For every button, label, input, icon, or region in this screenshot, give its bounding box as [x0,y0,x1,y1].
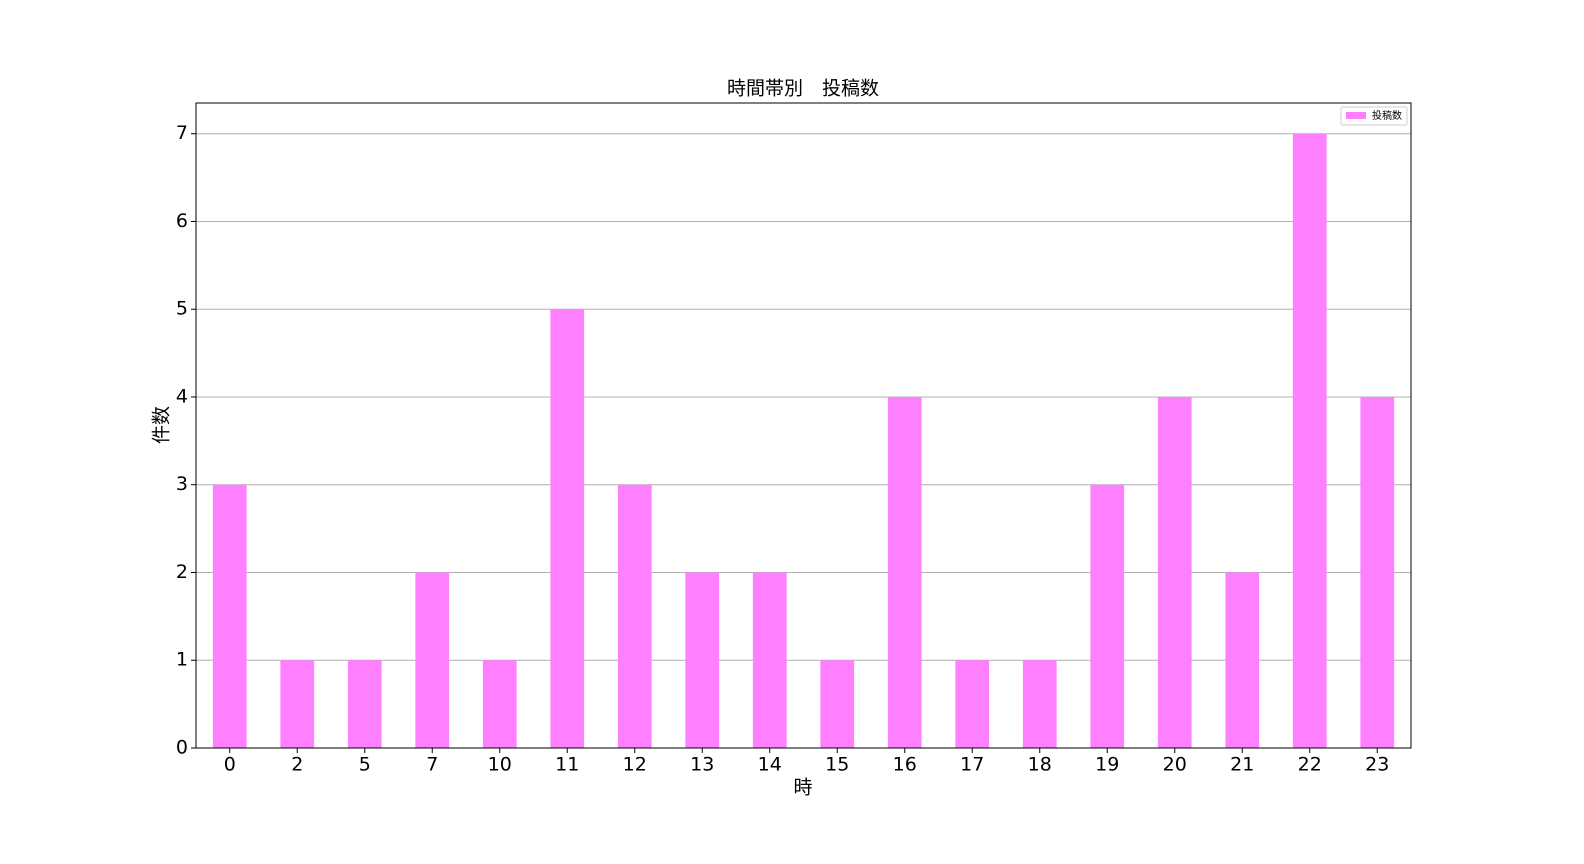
y-tick-label: 4 [176,385,188,407]
y-tick-label: 0 [176,737,188,759]
bar [1157,396,1192,748]
bar [280,660,315,748]
bar [685,572,720,748]
x-tick-label: 14 [758,754,782,776]
y-tick-label: 3 [176,473,188,495]
x-tick-label: 13 [690,754,714,776]
y-tick-label: 2 [176,561,188,583]
x-tick-label: 7 [426,754,438,776]
bar [752,572,787,748]
x-axis-label: 時 [793,777,812,799]
bar [347,660,382,748]
y-tick-label: 1 [176,649,188,671]
x-tick-label: 15 [825,754,849,776]
bar [1292,133,1327,748]
x-tick-label: 21 [1230,754,1254,776]
bar [887,396,922,748]
x-tick-label: 17 [960,754,984,776]
legend-label: 投稿数 [1372,109,1402,122]
y-tick-label: 5 [176,298,188,320]
x-tick-label: 0 [224,754,236,776]
bar [482,660,517,748]
x-tick-label: 22 [1298,754,1322,776]
x-tick-label: 23 [1365,754,1389,776]
y-tick-label: 7 [176,122,188,144]
bar [1360,396,1395,748]
bar [550,309,585,748]
x-tick-label: 2 [291,754,303,776]
axes-frame [195,102,1412,749]
x-tick-label: 19 [1095,754,1119,776]
bar [1225,572,1260,748]
bar [415,572,450,748]
x-tick-label: 5 [359,754,371,776]
bar [955,660,990,748]
bar [820,660,855,748]
bar [1090,484,1125,748]
x-tick-label: 20 [1163,754,1187,776]
y-axis-label: 件数 [151,406,173,444]
y-tick-label: 6 [176,210,188,232]
bar [617,484,652,748]
legend-swatch [1346,112,1366,119]
x-tick-label: 18 [1028,754,1052,776]
bar [212,484,247,748]
x-tick-label: 11 [555,754,579,776]
bar [1022,660,1057,748]
x-tick-label: 12 [623,754,647,776]
chart-title: 時間帯別 投稿数 [727,78,879,100]
x-tick-label: 16 [893,754,917,776]
x-tick-label: 10 [488,754,512,776]
legend-box [1340,106,1408,126]
